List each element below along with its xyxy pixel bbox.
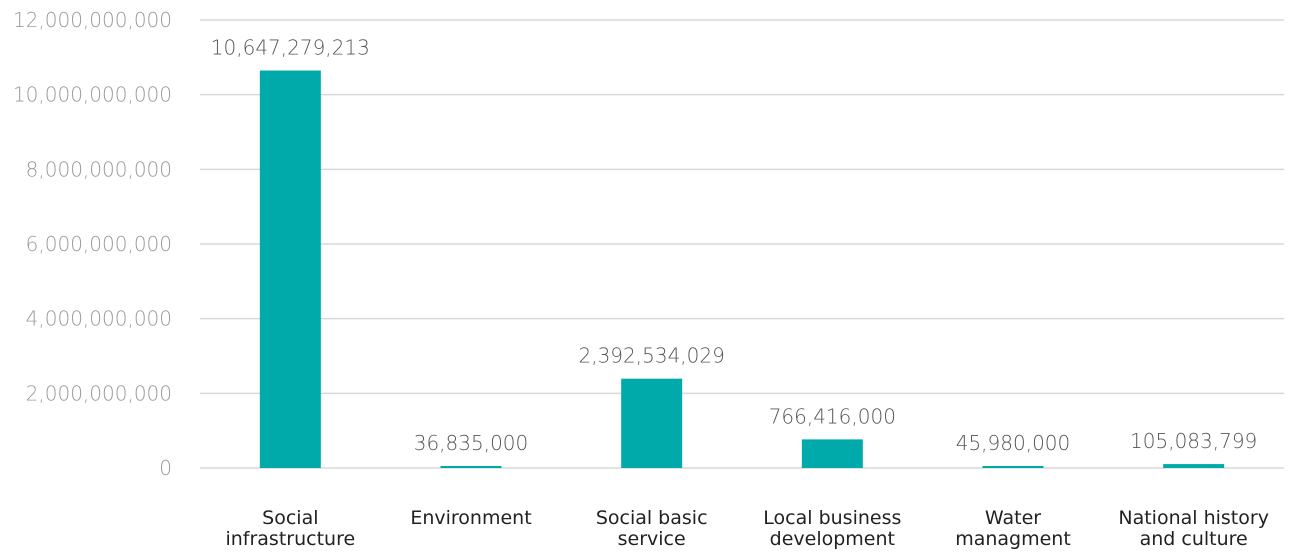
- x-category-label: infrastructure: [225, 528, 355, 550]
- bar: [440, 466, 502, 468]
- data-label: 45,980,000: [956, 431, 1071, 455]
- data-label: 105,083,799: [1130, 429, 1257, 453]
- data-label: 36,835,000: [414, 431, 529, 455]
- x-category-label: Social basic: [596, 507, 708, 529]
- gridlines: [200, 19, 1284, 469]
- data-labels: 10,647,279,213 36,835,000 2,392,534,029 766…: [211, 36, 1257, 455]
- y-tick-label: 8,000,000,000: [26, 157, 172, 181]
- bar: [801, 439, 863, 468]
- y-tick-label: 0: [159, 456, 172, 480]
- x-category-label: Water: [985, 507, 1041, 529]
- y-tick-label: 12,000,000,000: [13, 8, 172, 32]
- y-axis-tick-labels: 0 2,000,000,000 4,000,000,000 6,000,000,000…: [13, 8, 172, 480]
- y-tick-label: 10,000,000,000: [13, 83, 172, 107]
- x-category-label: Social: [262, 507, 318, 529]
- bar: [982, 466, 1044, 468]
- y-tick-label: 6,000,000,000: [26, 232, 172, 256]
- x-category-label: Local business: [763, 507, 901, 529]
- data-label: 2,392,534,029: [579, 344, 725, 368]
- x-category-label: managment: [955, 528, 1071, 550]
- x-category-label: service: [618, 528, 686, 550]
- data-label: 10,647,279,213: [211, 36, 370, 60]
- x-category-label: development: [770, 528, 895, 550]
- bars: [259, 70, 1225, 468]
- x-category-label: Environment: [410, 507, 531, 529]
- y-tick-label: 4,000,000,000: [26, 307, 172, 331]
- bar: [621, 378, 683, 468]
- data-label: 766,416,000: [769, 404, 896, 428]
- y-tick-label: 2,000,000,000: [26, 381, 172, 405]
- x-category-label: National history: [1118, 507, 1269, 529]
- x-category-label: and culture: [1140, 528, 1248, 550]
- bar: [1163, 464, 1225, 468]
- bar: [259, 70, 321, 468]
